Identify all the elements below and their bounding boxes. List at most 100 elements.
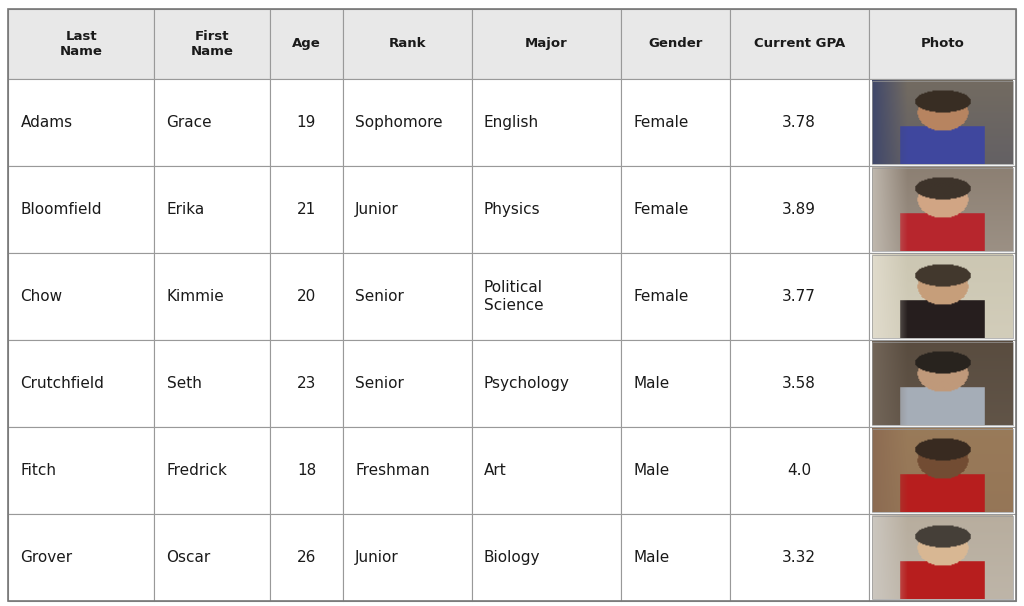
Bar	[343, 79, 472, 166]
Bar	[270, 79, 343, 166]
Bar	[270, 514, 343, 601]
Bar	[871, 168, 1013, 251]
Text: Senior: Senior	[355, 376, 403, 391]
Bar	[8, 253, 155, 340]
Bar	[871, 255, 1013, 338]
Bar	[155, 79, 270, 166]
Bar	[155, 253, 270, 340]
Bar	[472, 427, 621, 514]
Bar	[621, 514, 730, 601]
Text: Political
Science: Political Science	[484, 280, 544, 313]
Text: Gender: Gender	[648, 38, 702, 50]
Bar	[621, 340, 730, 427]
Text: Physics: Physics	[484, 202, 541, 217]
Text: Junior: Junior	[355, 550, 398, 565]
Text: First
Name: First Name	[190, 30, 233, 58]
Text: Current GPA: Current GPA	[754, 38, 845, 50]
Text: Fredrick: Fredrick	[167, 463, 227, 478]
Bar	[730, 253, 868, 340]
Bar	[343, 253, 472, 340]
Text: Male: Male	[633, 463, 670, 478]
Bar	[730, 427, 868, 514]
Bar	[8, 514, 155, 601]
Bar	[621, 427, 730, 514]
Text: Major: Major	[525, 38, 567, 50]
Text: Kimmie: Kimmie	[167, 289, 224, 304]
Text: 3.78: 3.78	[782, 115, 816, 130]
Bar	[472, 79, 621, 166]
Bar	[343, 427, 472, 514]
Bar	[871, 81, 1013, 164]
Bar	[868, 79, 1016, 166]
Text: Seth: Seth	[167, 376, 202, 391]
Text: 18: 18	[297, 463, 316, 478]
Bar	[343, 9, 472, 79]
Text: Bloomfield: Bloomfield	[20, 202, 102, 217]
Text: Chow: Chow	[20, 289, 62, 304]
Text: Rank: Rank	[388, 38, 426, 50]
Text: Freshman: Freshman	[355, 463, 430, 478]
Bar	[270, 166, 343, 253]
Bar	[868, 514, 1016, 601]
Text: Photo: Photo	[921, 38, 965, 50]
Bar	[343, 340, 472, 427]
Bar	[730, 514, 868, 601]
Text: Art: Art	[484, 463, 507, 478]
Bar	[155, 427, 270, 514]
Bar	[871, 516, 1013, 599]
Bar	[8, 79, 155, 166]
Text: Male: Male	[633, 376, 670, 391]
Bar	[270, 427, 343, 514]
Bar	[730, 79, 868, 166]
Bar	[730, 166, 868, 253]
Bar	[8, 427, 155, 514]
Bar	[155, 514, 270, 601]
Bar	[270, 340, 343, 427]
Text: Last
Name: Last Name	[59, 30, 102, 58]
Text: 26: 26	[297, 550, 316, 565]
Text: Grace: Grace	[167, 115, 212, 130]
Bar	[621, 79, 730, 166]
Text: 23: 23	[297, 376, 316, 391]
Text: Fitch: Fitch	[20, 463, 56, 478]
Text: Junior: Junior	[355, 202, 398, 217]
Bar	[472, 340, 621, 427]
Text: Psychology: Psychology	[484, 376, 570, 391]
Text: 4.0: 4.0	[787, 463, 811, 478]
Bar	[621, 9, 730, 79]
Bar	[868, 427, 1016, 514]
Text: Male: Male	[633, 550, 670, 565]
Bar	[155, 9, 270, 79]
Bar	[868, 253, 1016, 340]
Text: Age: Age	[292, 38, 321, 50]
Bar	[8, 340, 155, 427]
Text: Adams: Adams	[20, 115, 73, 130]
Text: 3.77: 3.77	[782, 289, 816, 304]
Bar	[730, 9, 868, 79]
Text: 3.58: 3.58	[782, 376, 816, 391]
Bar	[472, 166, 621, 253]
Bar	[155, 166, 270, 253]
Text: Female: Female	[633, 115, 688, 130]
Bar	[868, 340, 1016, 427]
Text: 3.89: 3.89	[782, 202, 816, 217]
Text: Sophomore: Sophomore	[355, 115, 442, 130]
Text: 20: 20	[297, 289, 316, 304]
Bar	[270, 253, 343, 340]
Text: Female: Female	[633, 289, 688, 304]
Bar	[472, 253, 621, 340]
Text: English: English	[484, 115, 539, 130]
Bar	[472, 9, 621, 79]
Bar	[621, 166, 730, 253]
Text: Senior: Senior	[355, 289, 403, 304]
Bar	[343, 514, 472, 601]
Bar	[270, 9, 343, 79]
Bar	[8, 9, 155, 79]
Text: 19: 19	[297, 115, 316, 130]
Text: 21: 21	[297, 202, 316, 217]
Bar	[155, 340, 270, 427]
Text: Oscar: Oscar	[167, 550, 211, 565]
Text: 3.32: 3.32	[782, 550, 816, 565]
Bar	[472, 514, 621, 601]
Text: Female: Female	[633, 202, 688, 217]
